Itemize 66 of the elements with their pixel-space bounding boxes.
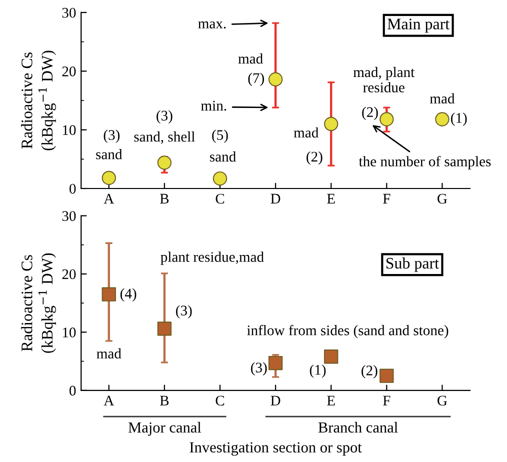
text: Branch canal xyxy=(318,422,398,433)
y-tick-label: 20 xyxy=(62,66,76,76)
annotation: (1) xyxy=(310,364,326,378)
annotation: mad xyxy=(294,127,318,138)
point xyxy=(102,287,116,302)
annotation: (7) xyxy=(248,72,264,86)
y-tick-label: 0 xyxy=(70,386,76,396)
annotation: (3) xyxy=(156,110,172,124)
x-tick-label: B xyxy=(160,396,169,406)
annotation: min. xyxy=(201,100,226,111)
y-tick-label: 0 xyxy=(70,184,76,194)
y-tick-label: 20 xyxy=(62,269,76,280)
annotation: (1) xyxy=(451,112,467,126)
y-tick-label: 30 xyxy=(62,211,76,221)
x-tick-label: E xyxy=(327,194,335,204)
y-tick-label: 10 xyxy=(62,125,76,136)
annotation: (2) xyxy=(362,106,378,120)
x-tick-label: A xyxy=(104,396,114,406)
y-axis-title: Radioactive Cs (kBqkg$^{−1}$ DW) xyxy=(21,50,56,150)
x-tick-label: F xyxy=(383,396,390,406)
annotation: sand xyxy=(96,149,122,160)
point xyxy=(268,72,283,86)
annotation: (3) xyxy=(251,362,267,376)
x-tick-label: G xyxy=(438,194,448,204)
annotation: sand, shell xyxy=(134,131,195,144)
x-axis-title: Investigation section or spot xyxy=(190,442,362,456)
x-tick-label: A xyxy=(104,194,114,204)
annotation: Main part xyxy=(388,18,450,33)
x-tick-label: E xyxy=(327,396,335,406)
point xyxy=(435,112,450,126)
x-tick-label: D xyxy=(270,194,280,204)
annotation: (2) xyxy=(306,151,322,165)
x-tick-label: B xyxy=(160,194,169,204)
point xyxy=(324,116,338,132)
annotation: the number of samples xyxy=(358,156,491,170)
annotation: mad xyxy=(238,53,263,64)
annotation: plant residue,mad xyxy=(160,252,264,265)
x-tick-label: C xyxy=(216,396,224,406)
annotation: (5) xyxy=(212,130,228,143)
annotation: mad xyxy=(96,348,122,359)
annotation: inflow from sides (sand and stone) xyxy=(247,324,448,338)
annotation: Sub part xyxy=(386,257,439,272)
annotation: mad, plant residue xyxy=(353,66,415,92)
point xyxy=(157,156,172,170)
y-tick-label: 30 xyxy=(62,8,76,18)
point xyxy=(268,356,283,370)
point xyxy=(212,171,228,186)
point xyxy=(102,170,116,186)
text: Major canal xyxy=(128,422,202,436)
point xyxy=(324,350,338,364)
x-tick-label: D xyxy=(270,396,280,406)
point xyxy=(380,368,394,383)
annotation: max. xyxy=(198,21,226,29)
point xyxy=(157,322,172,336)
annotation: mad xyxy=(430,93,455,104)
annotation: (4) xyxy=(120,288,136,302)
annotation: (2) xyxy=(362,365,378,378)
point xyxy=(380,112,394,126)
annotation: sand xyxy=(210,151,236,162)
annotation: (3) xyxy=(104,130,120,143)
y-tick-label: 10 xyxy=(62,328,76,338)
annotation: (3) xyxy=(176,305,192,318)
x-tick-label: G xyxy=(438,396,448,406)
x-tick-label: C xyxy=(216,194,224,204)
x-tick-label: F xyxy=(383,194,390,204)
y-axis-title: Radioactive Cs (kBqkg$^{−1}$ DW) xyxy=(21,253,56,353)
